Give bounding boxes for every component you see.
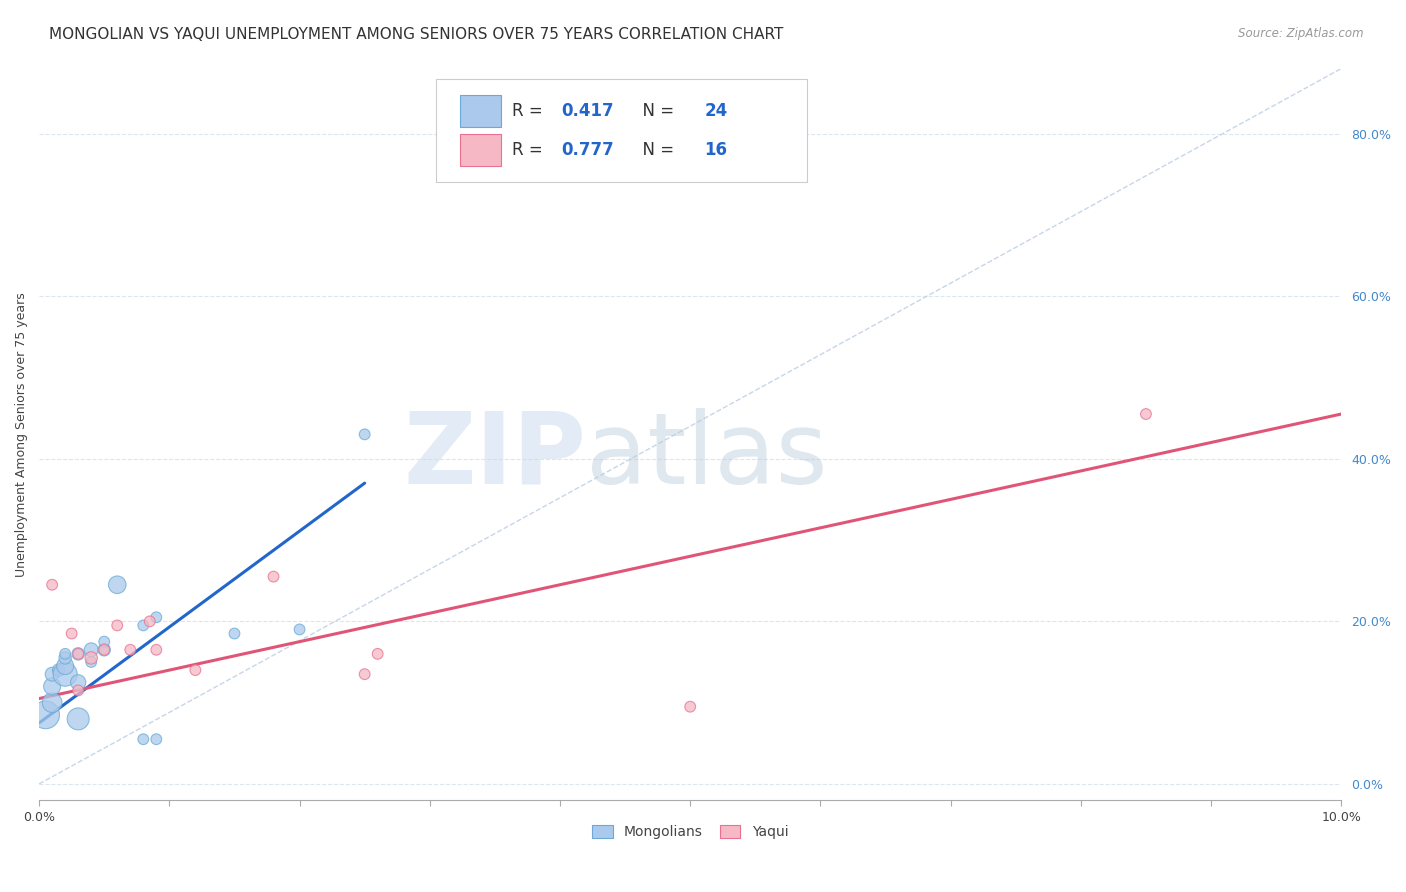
Point bbox=[53, 659, 76, 673]
Text: 0.777: 0.777 bbox=[561, 141, 614, 159]
Point bbox=[67, 712, 90, 726]
Point bbox=[80, 655, 103, 669]
Point bbox=[41, 679, 63, 693]
Point bbox=[53, 647, 76, 661]
Text: atlas: atlas bbox=[586, 408, 828, 505]
Point bbox=[139, 615, 162, 629]
Point bbox=[41, 578, 63, 592]
Point bbox=[53, 667, 76, 681]
Point bbox=[1135, 407, 1157, 421]
Legend: Mongolians, Yaqui: Mongolians, Yaqui bbox=[586, 819, 794, 845]
Point bbox=[67, 675, 90, 690]
FancyBboxPatch shape bbox=[436, 79, 807, 182]
Text: N =: N = bbox=[631, 141, 679, 159]
Text: 0.417: 0.417 bbox=[561, 102, 614, 120]
FancyBboxPatch shape bbox=[460, 134, 502, 166]
Point bbox=[224, 626, 246, 640]
Point bbox=[48, 663, 70, 677]
Point bbox=[53, 651, 76, 665]
FancyBboxPatch shape bbox=[460, 95, 502, 127]
Point bbox=[105, 578, 128, 592]
Text: 24: 24 bbox=[704, 102, 728, 120]
Text: Source: ZipAtlas.com: Source: ZipAtlas.com bbox=[1239, 27, 1364, 40]
Point bbox=[120, 642, 142, 657]
Point bbox=[67, 647, 90, 661]
Point bbox=[60, 626, 83, 640]
Point bbox=[93, 642, 115, 657]
Point bbox=[145, 610, 167, 624]
Point bbox=[93, 642, 115, 657]
Point bbox=[132, 732, 155, 747]
Point bbox=[367, 647, 389, 661]
Point bbox=[288, 623, 311, 637]
Point bbox=[67, 683, 90, 698]
Point bbox=[80, 642, 103, 657]
Point bbox=[353, 667, 375, 681]
Y-axis label: Unemployment Among Seniors over 75 years: Unemployment Among Seniors over 75 years bbox=[15, 292, 28, 577]
Point bbox=[132, 618, 155, 632]
Text: ZIP: ZIP bbox=[404, 408, 586, 505]
Point bbox=[67, 647, 90, 661]
Point bbox=[145, 642, 167, 657]
Point bbox=[41, 667, 63, 681]
Text: R =: R = bbox=[512, 102, 548, 120]
Point bbox=[263, 569, 285, 583]
Point bbox=[105, 618, 128, 632]
Point bbox=[353, 427, 375, 442]
Point bbox=[80, 651, 103, 665]
Text: 16: 16 bbox=[704, 141, 727, 159]
Point bbox=[679, 699, 702, 714]
Point bbox=[145, 732, 167, 747]
Text: MONGOLIAN VS YAQUI UNEMPLOYMENT AMONG SENIORS OVER 75 YEARS CORRELATION CHART: MONGOLIAN VS YAQUI UNEMPLOYMENT AMONG SE… bbox=[49, 27, 783, 42]
Text: N =: N = bbox=[631, 102, 679, 120]
Point bbox=[34, 707, 56, 722]
Point bbox=[93, 634, 115, 648]
Point bbox=[41, 696, 63, 710]
Text: R =: R = bbox=[512, 141, 548, 159]
Point bbox=[184, 663, 207, 677]
